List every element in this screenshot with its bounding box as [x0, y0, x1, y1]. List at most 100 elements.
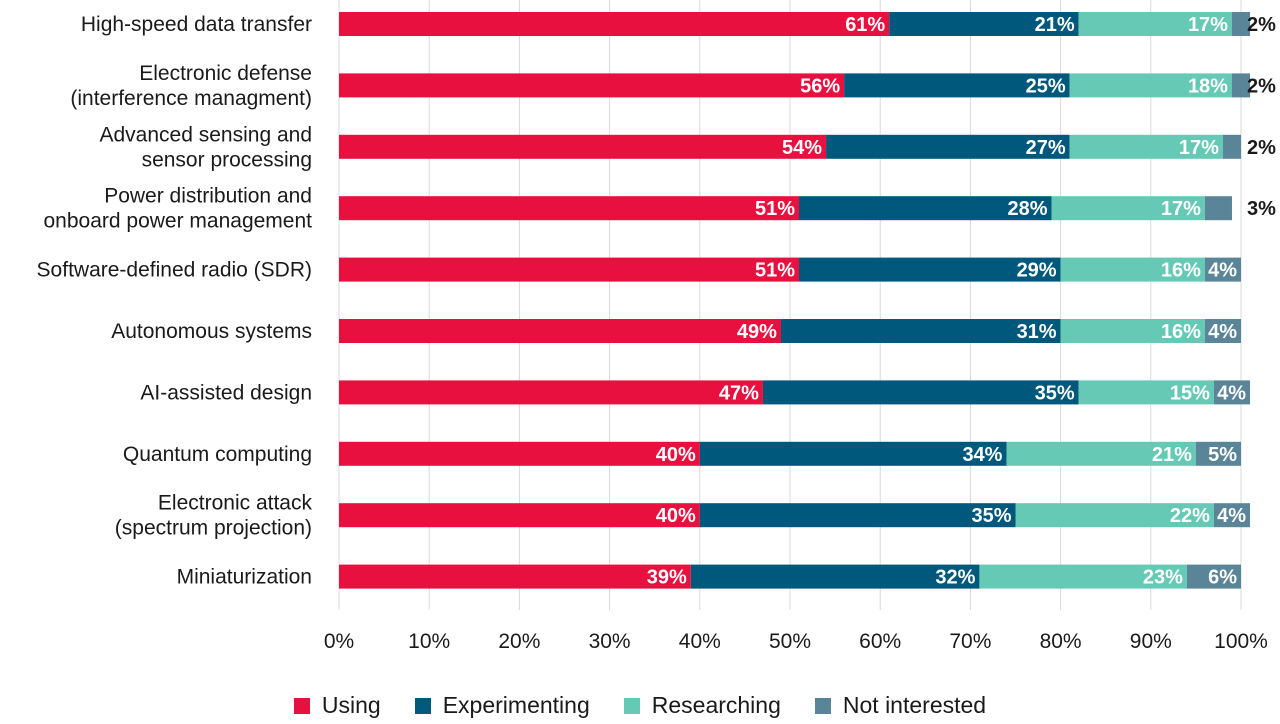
data-label: 2% — [1247, 75, 1276, 97]
bar-segment — [339, 380, 763, 405]
data-label: 51% — [755, 198, 795, 220]
data-label: 35% — [1035, 382, 1075, 404]
bar-segment — [889, 12, 1079, 36]
data-label: 3% — [1247, 198, 1276, 220]
data-label: 5% — [1208, 444, 1237, 466]
data-label: 47% — [719, 382, 759, 404]
bar-segment — [1213, 503, 1251, 528]
category-label: Advanced sensing and sensor processing — [100, 123, 313, 171]
data-label: 39% — [647, 567, 687, 589]
legend-swatch-not-interested — [814, 697, 831, 714]
data-label: 35% — [971, 505, 1011, 527]
legend-label-not-interested: Not interested — [842, 692, 987, 718]
data-label: 17% — [1188, 14, 1228, 36]
bar-segment — [844, 73, 1070, 98]
bar-segment — [339, 73, 845, 98]
data-label: 32% — [935, 567, 975, 589]
data-label: 17% — [1179, 137, 1219, 159]
category-label-line: onboard power management — [43, 210, 312, 233]
bar-segment — [1060, 319, 1205, 343]
data-label: 40% — [656, 444, 696, 466]
bar-segment — [826, 134, 1070, 159]
bar-segment — [979, 564, 1187, 589]
x-tick-label: 40% — [679, 630, 721, 653]
data-label: 18% — [1188, 75, 1228, 97]
category-label: Miniaturization — [177, 566, 312, 589]
bar-segment — [339, 134, 827, 159]
bar-segment — [1195, 441, 1241, 466]
category-label-line: Software-defined radio (SDR) — [37, 259, 312, 282]
x-tick-label: 10% — [408, 630, 450, 653]
category-label-line: Quantum computing — [123, 443, 312, 466]
category-label-line: (interference managment) — [70, 87, 312, 110]
bar-segment — [1069, 73, 1232, 98]
legend-item-researching: Researching — [623, 692, 781, 719]
x-tick-label: 30% — [589, 630, 631, 653]
data-label: 16% — [1161, 321, 1201, 343]
category-label-line: (spectrum projection) — [115, 517, 312, 540]
category-label: High-speed data transfer — [81, 13, 312, 36]
category-label-line: Electronic attack — [158, 492, 313, 515]
data-label: 22% — [1170, 505, 1210, 527]
legend-label-experimenting: Experimenting — [442, 692, 590, 718]
legend-swatch-researching — [623, 697, 640, 714]
category-label: Electronic defense (interference managmen… — [70, 62, 312, 110]
data-label: 61% — [845, 14, 885, 36]
bar-segment — [1069, 134, 1223, 159]
category-label-line: Autonomous systems — [111, 320, 312, 343]
category-label: Power distribution and onboard power mana… — [43, 185, 312, 233]
bar-segment — [1231, 12, 1251, 36]
bar-segment — [699, 503, 1016, 528]
bar-segment — [1051, 196, 1205, 221]
category-label-line: AI-assisted design — [140, 381, 312, 404]
legend-item-experimenting: Experimenting — [414, 692, 590, 719]
data-label: 4% — [1217, 505, 1246, 527]
data-label: 17% — [1161, 198, 1201, 220]
x-tick-label: 60% — [859, 630, 901, 653]
data-label: 23% — [1143, 567, 1183, 589]
data-label: 29% — [1017, 260, 1057, 282]
legend-label-using: Using — [321, 692, 381, 718]
category-label-line: Electronic defense — [139, 62, 312, 85]
bar-segment — [1204, 196, 1232, 221]
x-tick-label: 0% — [324, 630, 354, 653]
category-label: AI-assisted design — [140, 381, 312, 404]
bar-segment — [1015, 503, 1214, 528]
data-label: 4% — [1208, 260, 1237, 282]
legend-item-not-interested: Not interested — [814, 692, 987, 719]
legend-swatch-experimenting — [414, 697, 431, 714]
bar-segment — [339, 564, 691, 589]
legend-item-using: Using — [293, 692, 381, 719]
bar-segment — [1204, 319, 1241, 343]
data-label: 4% — [1208, 321, 1237, 343]
x-tick-label: 50% — [769, 630, 811, 653]
x-tick-label: 100% — [1214, 630, 1268, 653]
bar-segment — [339, 12, 890, 36]
x-tick-label: 20% — [498, 630, 540, 653]
data-label: 2% — [1247, 137, 1276, 159]
data-label: 4% — [1217, 382, 1246, 404]
bar-segment — [762, 380, 1079, 405]
bar-segment — [339, 441, 700, 466]
bar-segment — [690, 564, 980, 589]
bar-segment — [799, 196, 1052, 221]
legend-label-researching: Researching — [651, 692, 781, 718]
category-label-line: High-speed data transfer — [81, 13, 312, 36]
data-label: 6% — [1208, 567, 1237, 589]
data-label: 21% — [1152, 444, 1192, 466]
data-label: 49% — [737, 321, 777, 343]
data-label: 28% — [1008, 198, 1048, 220]
bar-segment — [339, 503, 700, 528]
data-label: 2% — [1247, 14, 1276, 36]
legend: Using Experimenting Researching Not inte… — [0, 692, 1280, 719]
stacked-bar-chart: 0% 10% 20% 30% 40% 50% 60% 70% 80% 90% 100% High-sp… — [37, 0, 1276, 653]
category-label-line: sensor processing — [142, 148, 312, 171]
data-label: 40% — [656, 505, 696, 527]
bar-segment — [339, 257, 800, 282]
bar-segment — [339, 319, 781, 343]
category-label: Quantum computing — [123, 443, 312, 466]
bar-segment — [1078, 12, 1232, 36]
bar-segment — [1222, 134, 1241, 159]
x-tick-label: 80% — [1040, 630, 1082, 653]
bar-segment — [1006, 441, 1196, 466]
